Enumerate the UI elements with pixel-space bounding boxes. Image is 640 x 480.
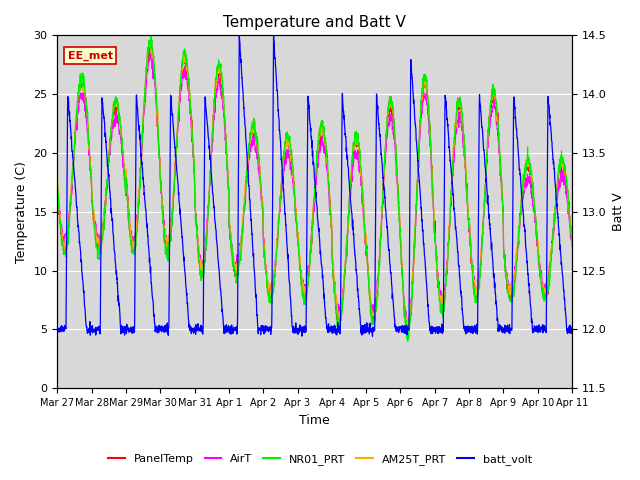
- NR01_PRT: [523, 157, 531, 163]
- batt_volt: [330, 329, 337, 335]
- Text: EE_met: EE_met: [68, 50, 113, 60]
- Line: PanelTemp: PanelTemp: [58, 45, 572, 335]
- Line: NR01_PRT: NR01_PRT: [58, 36, 572, 341]
- NR01_PRT: [404, 338, 412, 344]
- batt_volt: [269, 33, 277, 38]
- PanelTemp: [523, 157, 531, 163]
- AM25T_PRT: [404, 326, 412, 332]
- PanelTemp: [465, 212, 472, 218]
- AirT: [523, 183, 531, 189]
- batt_volt: [197, 323, 205, 328]
- AM25T_PRT: [330, 266, 337, 272]
- batt_volt: [538, 324, 545, 330]
- AM25T_PRT: [568, 239, 576, 245]
- PanelTemp: [54, 176, 61, 182]
- AM25T_PRT: [523, 158, 531, 164]
- batt_volt: [465, 327, 472, 333]
- NR01_PRT: [340, 276, 348, 282]
- PanelTemp: [538, 276, 545, 282]
- Y-axis label: Temperature (C): Temperature (C): [15, 161, 28, 263]
- AirT: [54, 180, 61, 185]
- batt_volt: [54, 328, 61, 334]
- AirT: [340, 268, 348, 274]
- Line: AM25T_PRT: AM25T_PRT: [58, 43, 572, 329]
- batt_volt: [369, 334, 376, 339]
- NR01_PRT: [568, 240, 576, 246]
- PanelTemp: [147, 42, 154, 48]
- AM25T_PRT: [465, 208, 472, 214]
- batt_volt: [340, 124, 348, 130]
- AM25T_PRT: [197, 263, 205, 269]
- AirT: [568, 235, 576, 241]
- X-axis label: Time: Time: [300, 414, 330, 427]
- AirT: [197, 261, 205, 267]
- AM25T_PRT: [146, 40, 154, 46]
- AirT: [147, 51, 155, 57]
- NR01_PRT: [54, 185, 61, 191]
- PanelTemp: [197, 273, 205, 279]
- AM25T_PRT: [538, 277, 545, 283]
- Line: batt_volt: batt_volt: [58, 36, 572, 336]
- batt_volt: [523, 260, 531, 265]
- NR01_PRT: [465, 216, 472, 221]
- NR01_PRT: [330, 272, 337, 278]
- batt_volt: [568, 325, 576, 331]
- AirT: [538, 275, 545, 280]
- AM25T_PRT: [340, 266, 348, 272]
- PanelTemp: [340, 273, 348, 278]
- NR01_PRT: [147, 33, 154, 38]
- Legend: PanelTemp, AirT, NR01_PRT, AM25T_PRT, batt_volt: PanelTemp, AirT, NR01_PRT, AM25T_PRT, ba…: [104, 450, 536, 469]
- AirT: [403, 326, 411, 332]
- NR01_PRT: [538, 281, 545, 287]
- PanelTemp: [404, 332, 412, 338]
- Y-axis label: Batt V: Batt V: [612, 192, 625, 231]
- Title: Temperature and Batt V: Temperature and Batt V: [223, 15, 406, 30]
- AirT: [465, 214, 472, 219]
- Line: AirT: AirT: [58, 54, 572, 329]
- PanelTemp: [330, 274, 337, 280]
- NR01_PRT: [197, 277, 205, 283]
- PanelTemp: [568, 242, 576, 248]
- AirT: [330, 268, 337, 274]
- AM25T_PRT: [54, 178, 61, 183]
